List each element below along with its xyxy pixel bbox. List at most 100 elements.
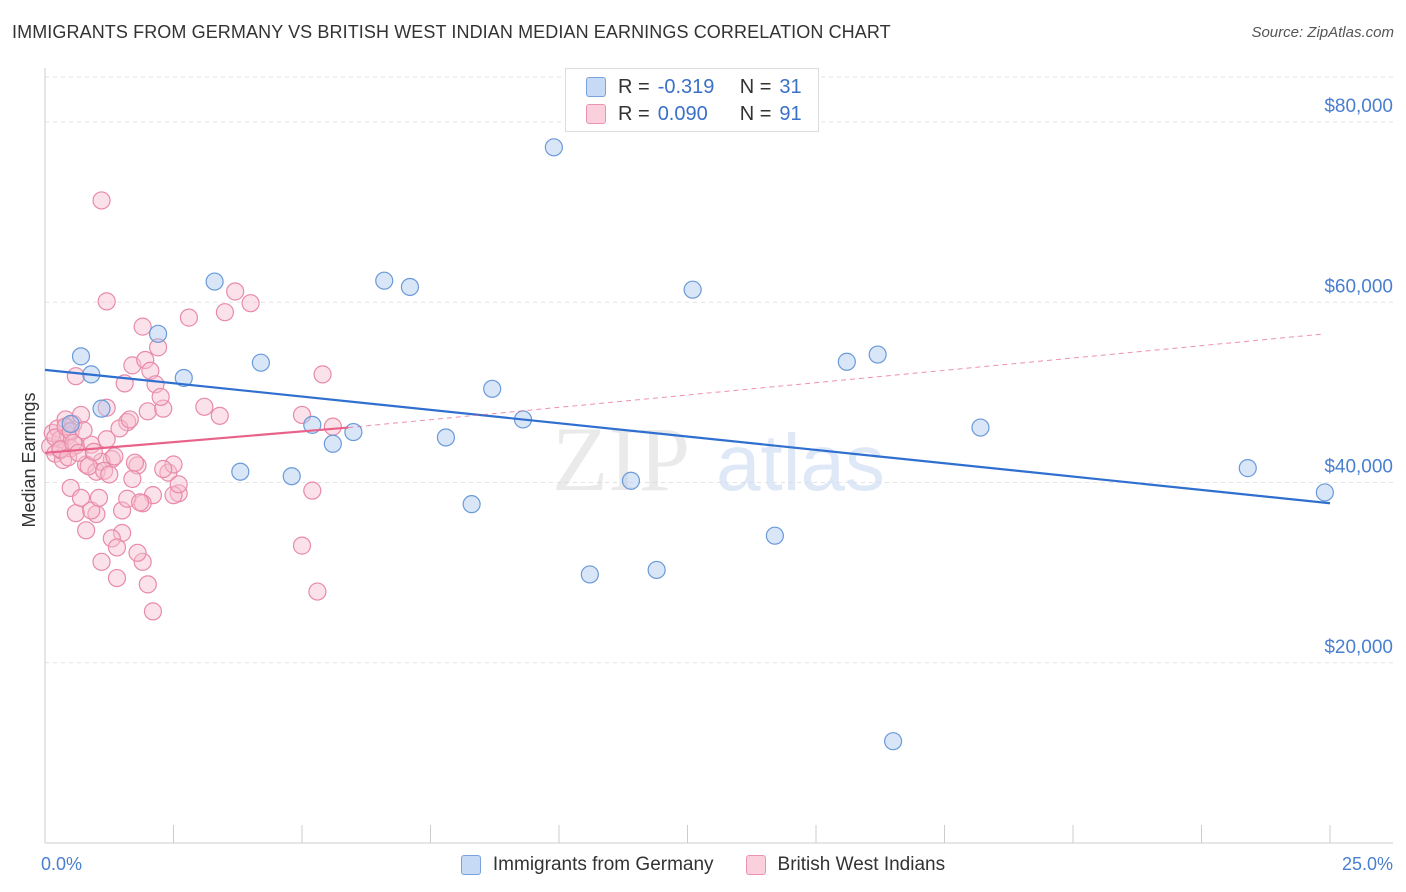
point-immigrants-from-germany [971, 418, 990, 437]
stats-legend: R = -0.319 N = 31 R = 0.090 N = 91 [565, 68, 819, 132]
trend-line-germany [44, 368, 1331, 505]
point-british-west-indians [169, 475, 188, 494]
point-british-west-indians [77, 521, 96, 540]
n-value: 91 [779, 102, 802, 125]
n-value: 31 [779, 75, 802, 98]
axes [44, 68, 1393, 844]
point-british-west-indians [313, 365, 332, 384]
point-immigrants-from-germany [148, 324, 168, 343]
point-british-west-indians [154, 399, 173, 418]
point-british-west-indians [128, 456, 147, 475]
trend-lines [44, 333, 1331, 505]
point-british-west-indians [100, 465, 119, 484]
series-british-west-indians [41, 191, 342, 621]
y-axis-label: Median Earnings [19, 392, 39, 527]
watermark-atlas: atlas [716, 418, 885, 507]
point-british-west-indians [215, 303, 234, 322]
point-british-west-indians [110, 419, 129, 438]
legend-swatch-germany [586, 77, 606, 97]
point-immigrants-from-germany [375, 271, 394, 290]
point-immigrants-from-germany [1315, 483, 1334, 502]
legend-swatch-germany [460, 855, 481, 875]
legend-item-germany: Immigrants from Germany [460, 854, 714, 876]
point-british-west-indians [112, 523, 132, 543]
point-immigrants-from-germany [71, 347, 91, 366]
point-british-west-indians [120, 410, 139, 429]
point-immigrants-from-germany [868, 345, 887, 364]
point-british-west-indians [71, 488, 91, 507]
point-british-west-indians [323, 417, 342, 436]
point-british-west-indians [210, 406, 229, 425]
point-british-west-indians [125, 453, 145, 472]
point-british-west-indians [102, 529, 121, 548]
point-british-west-indians [84, 442, 103, 461]
legend-item-bwi: British West Indians [745, 854, 946, 876]
point-immigrants-from-germany [621, 471, 641, 490]
legend-label-bwi: British West Indians [777, 854, 946, 875]
point-british-west-indians [92, 552, 111, 571]
point-immigrants-from-germany [400, 277, 420, 297]
point-british-west-indians [292, 536, 312, 555]
point-british-west-indians [61, 422, 80, 441]
r-label: R = [618, 102, 650, 125]
r-value: 0.090 [657, 102, 708, 125]
point-british-west-indians [241, 294, 260, 313]
point-british-west-indians [89, 488, 109, 507]
r-label: R = [618, 75, 650, 98]
point-immigrants-from-germany [323, 434, 342, 453]
n-label: N = [739, 102, 772, 125]
point-immigrants-from-germany [251, 353, 270, 372]
n-label: N = [739, 75, 772, 98]
x-tick-label: 0.0% [41, 854, 82, 874]
point-immigrants-from-germany [462, 495, 481, 514]
legend-swatch-bwi [586, 104, 606, 124]
point-british-west-indians [138, 402, 157, 421]
trend-line-bwi-extension [348, 333, 1325, 429]
point-british-west-indians [148, 338, 168, 357]
point-immigrants-from-germany [837, 352, 856, 371]
chart-title: IMMIGRANTS FROM GERMANY VS BRITISH WEST … [12, 22, 891, 42]
point-british-west-indians [133, 552, 152, 571]
point-british-west-indians [97, 398, 116, 417]
stats-row-germany: R = -0.319 N = 31 [586, 75, 802, 99]
x-tick-label: 25.0% [1342, 854, 1393, 874]
point-british-west-indians [308, 582, 327, 601]
tick-labels: $20,000 $40,000 $60,000 $80,000 0.0% 25.0% Med… [19, 96, 1393, 874]
stats-row-bwi: R = 0.090 N = 91 [586, 102, 802, 126]
grid-lines [45, 76, 1393, 664]
y-tick-label: $20,000 [1324, 637, 1393, 658]
point-immigrants-from-germany [92, 399, 111, 418]
point-british-west-indians [66, 367, 85, 386]
point-immigrants-from-germany [647, 560, 666, 580]
r-value: -0.319 [657, 75, 715, 98]
series-legend: Immigrants from Germany British West Ind… [0, 852, 1406, 878]
point-british-west-indians [112, 501, 132, 520]
point-british-west-indians [128, 543, 147, 562]
point-british-west-indians [105, 447, 124, 466]
point-immigrants-from-germany [580, 565, 599, 584]
point-british-west-indians [179, 308, 199, 327]
point-british-west-indians [303, 481, 322, 500]
point-british-west-indians [107, 538, 127, 557]
point-immigrants-from-germany [1238, 459, 1257, 478]
y-tick-label: $40,000 [1324, 457, 1393, 478]
point-british-west-indians [195, 397, 214, 416]
point-immigrants-from-germany [436, 428, 456, 447]
point-british-west-indians [138, 575, 157, 594]
trend-line-bwi [44, 426, 349, 454]
y-tick-label: $80,000 [1324, 96, 1393, 117]
point-british-west-indians [141, 361, 160, 380]
point-british-west-indians [66, 504, 85, 523]
point-immigrants-from-germany [282, 467, 301, 486]
point-british-west-indians [97, 292, 116, 311]
point-british-west-indians [136, 350, 155, 370]
y-tick-label: $60,000 [1324, 276, 1393, 297]
point-british-west-indians [151, 387, 170, 407]
point-british-west-indians [107, 568, 127, 588]
point-british-west-indians [226, 282, 245, 301]
point-british-west-indians [92, 191, 111, 210]
legend-label-germany: Immigrants from Germany [492, 854, 714, 875]
legend-swatch-bwi [745, 855, 766, 875]
point-immigrants-from-germany [765, 526, 784, 545]
